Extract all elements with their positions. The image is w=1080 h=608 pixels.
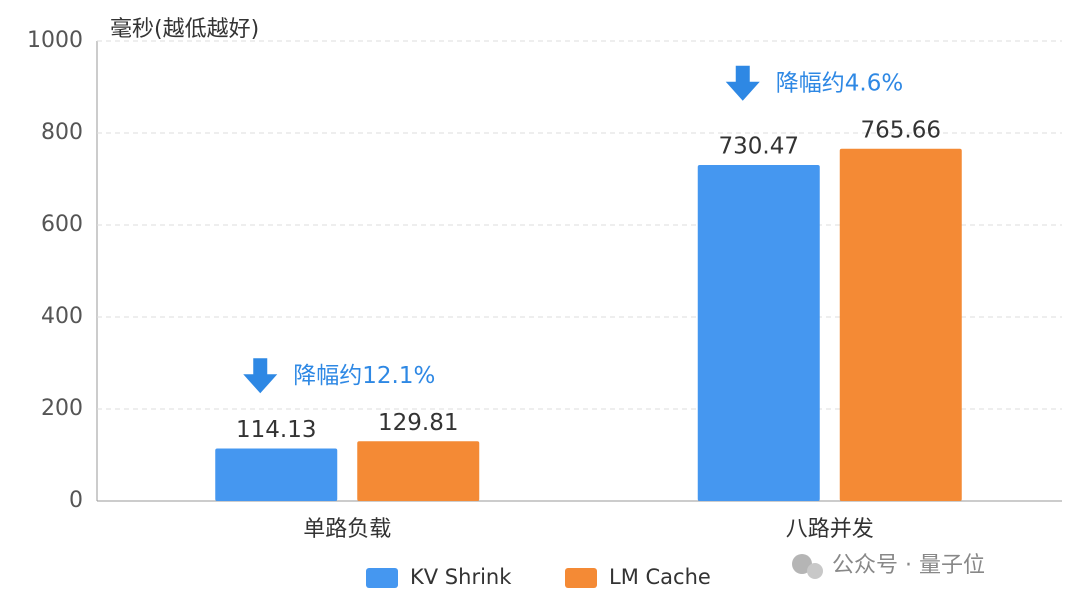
arrow-icon	[243, 358, 278, 394]
legend-swatch	[366, 568, 398, 588]
bar	[357, 441, 480, 501]
watermark-text: 公众号 · 量子位	[832, 553, 985, 578]
y-tick-label: 1000	[27, 28, 83, 53]
axis-title: 毫秒(越低越好)	[110, 17, 259, 42]
y-tick-label: 600	[41, 212, 83, 237]
legend-label: KV Shrink	[410, 565, 512, 589]
value-label: 765.66	[861, 117, 941, 143]
bar	[839, 148, 962, 502]
value-label: 114.13	[236, 417, 316, 443]
y-tick-label: 200	[41, 396, 83, 421]
legend-swatch	[565, 568, 597, 588]
wechat-icon	[807, 563, 823, 579]
watermark: 公众号 · 量子位	[792, 553, 985, 579]
x-tick-label: 八路并发	[786, 517, 874, 542]
annotation: 降幅约12.1%	[293, 363, 435, 389]
annotation: 降幅约4.6%	[776, 70, 903, 96]
value-label: 730.47	[719, 133, 799, 159]
wechat-icon	[792, 554, 812, 574]
y-tick-label: 800	[41, 120, 83, 145]
arrow-icon	[725, 65, 760, 101]
y-tick-label: 400	[41, 304, 83, 329]
x-tick-label: 单路负载	[303, 517, 391, 542]
legend-label: LM Cache	[609, 565, 711, 589]
bar	[215, 448, 338, 501]
bar	[697, 164, 820, 501]
y-tick-label: 0	[69, 488, 83, 513]
value-label: 129.81	[378, 410, 458, 436]
